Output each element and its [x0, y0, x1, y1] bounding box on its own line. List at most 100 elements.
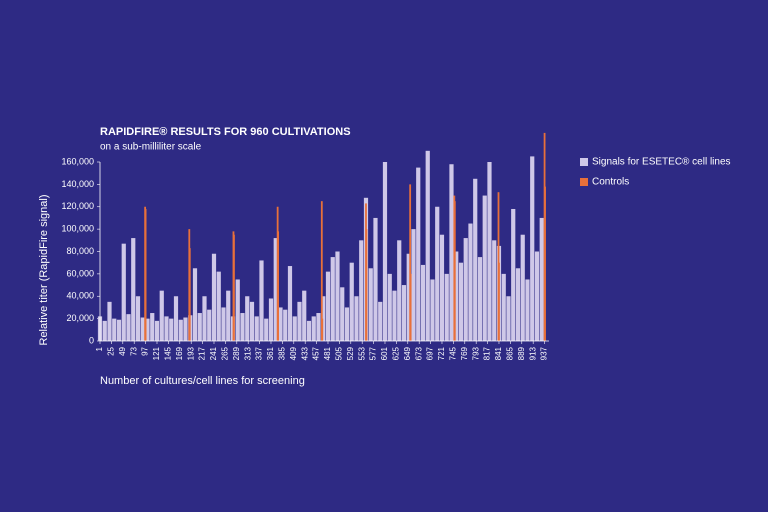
bar [278, 307, 283, 341]
x-tick-label: 457 [312, 346, 321, 360]
x-axis-label: Number of cultures/cell lines for screen… [100, 375, 305, 387]
bar [102, 320, 107, 341]
x-tick-label: 505 [334, 346, 343, 360]
bar [211, 253, 217, 341]
x-tick-label: 433 [300, 346, 309, 360]
x-tick-label: 25 [107, 346, 116, 355]
bar [439, 234, 445, 341]
y-tick-label: 140,000 [61, 179, 94, 189]
bar [135, 296, 141, 341]
bar [150, 313, 155, 341]
bar [321, 318, 324, 341]
chart-title: RAPIDFIRE® RESULTS FOR 960 CULTIVATIONS [100, 126, 351, 138]
legend-label: Controls [592, 177, 629, 188]
bar [268, 298, 274, 341]
x-tick-label: 649 [403, 346, 412, 360]
bar [487, 162, 492, 341]
x-tick-label: 73 [129, 346, 138, 355]
bar [482, 195, 487, 341]
bar [406, 253, 411, 341]
bar [164, 316, 169, 341]
bar [192, 268, 198, 341]
bar [302, 290, 307, 341]
x-tick-label: 889 [517, 346, 526, 360]
bar [173, 296, 179, 341]
bar [159, 290, 164, 341]
bar [202, 296, 207, 341]
x-tick-label: 217 [198, 346, 207, 360]
bar [449, 164, 454, 341]
bar [468, 223, 473, 341]
bar [292, 316, 297, 341]
bar [145, 318, 150, 341]
bar [409, 273, 412, 341]
bar [116, 319, 122, 341]
bar [112, 318, 117, 341]
bar [273, 238, 278, 341]
bar [530, 156, 535, 341]
legend-label: Signals for ESETEC® cell lines [592, 157, 731, 168]
y-tick-label: 100,000 [61, 224, 94, 234]
bar [463, 238, 468, 341]
x-tick-label: 625 [391, 346, 400, 360]
bar [401, 285, 407, 341]
bar [221, 307, 226, 341]
bar [477, 257, 483, 341]
bar [226, 290, 231, 341]
bar [240, 313, 245, 341]
x-tick-label: 529 [346, 346, 355, 360]
bar [444, 273, 449, 341]
bar [411, 229, 416, 341]
legend-swatch [580, 158, 588, 166]
bar [473, 178, 478, 341]
bar [264, 318, 269, 341]
bar [154, 320, 160, 341]
bar [365, 229, 368, 341]
bar [306, 320, 312, 341]
bar [297, 301, 302, 341]
x-tick-label: 841 [494, 346, 503, 360]
bar [420, 264, 426, 341]
bar [344, 307, 350, 341]
bar [416, 167, 421, 341]
x-tick-label: 313 [243, 346, 252, 360]
bar [498, 262, 500, 341]
x-tick-label: 169 [175, 346, 184, 360]
bar [378, 301, 383, 341]
bar [382, 162, 388, 341]
x-tick-label: 121 [152, 346, 161, 360]
bar [287, 266, 293, 341]
bar [254, 316, 259, 341]
bar [435, 206, 440, 341]
y-tick-label: 80,000 [66, 246, 94, 256]
bar [515, 268, 521, 341]
bar [430, 279, 435, 341]
y-axis-label: Relative titer (RapidFire signal) [38, 195, 50, 346]
x-tick-label: 337 [255, 346, 264, 360]
bar [534, 251, 540, 341]
y-tick-label: 160,000 [61, 156, 94, 166]
bar [335, 251, 340, 341]
chart-subtitle: on a sub-milliliter scale [100, 142, 202, 153]
x-tick-label: 937 [540, 346, 549, 360]
bar [525, 279, 530, 341]
x-tick-label: 265 [221, 346, 230, 360]
bar [511, 208, 516, 341]
x-tick-label: 361 [266, 346, 275, 360]
bar [387, 273, 392, 341]
bar [492, 240, 497, 341]
x-tick-label: 697 [426, 346, 435, 360]
x-tick-label: 817 [483, 346, 492, 360]
bar [373, 217, 378, 341]
bar [425, 150, 430, 341]
x-tick-label: 673 [414, 346, 423, 360]
x-tick-label: 793 [471, 346, 480, 360]
x-tick-label: 745 [448, 346, 457, 360]
bar [316, 313, 321, 341]
bar [169, 318, 174, 341]
x-tick-label: 721 [437, 346, 446, 360]
x-tick-label: 241 [209, 346, 218, 360]
bar [506, 296, 511, 341]
